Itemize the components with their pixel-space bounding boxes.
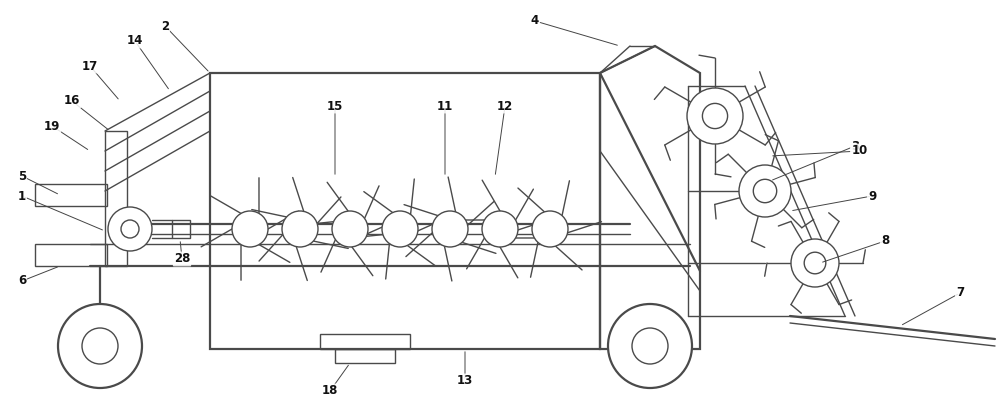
Circle shape <box>804 252 826 274</box>
Text: 8: 8 <box>881 235 889 247</box>
Text: 2: 2 <box>161 20 169 32</box>
Circle shape <box>108 207 152 251</box>
Circle shape <box>82 328 118 364</box>
Text: 15: 15 <box>327 99 343 113</box>
Text: 12: 12 <box>497 99 513 113</box>
Circle shape <box>432 211 468 247</box>
Bar <box>335 349 395 363</box>
Bar <box>105 131 127 266</box>
Circle shape <box>232 211 268 247</box>
Circle shape <box>332 211 368 247</box>
Circle shape <box>532 211 568 247</box>
Circle shape <box>608 304 692 388</box>
Text: 5: 5 <box>18 170 26 182</box>
Circle shape <box>632 328 668 364</box>
Text: 13: 13 <box>457 375 473 387</box>
Circle shape <box>739 165 791 217</box>
Bar <box>35 184 107 206</box>
Circle shape <box>791 239 839 287</box>
Text: 28: 28 <box>174 253 190 265</box>
Text: 14: 14 <box>127 34 143 47</box>
Text: 6: 6 <box>18 275 26 288</box>
Bar <box>320 334 410 349</box>
Circle shape <box>282 211 318 247</box>
Bar <box>172 220 190 238</box>
Circle shape <box>382 211 418 247</box>
Bar <box>210 73 600 349</box>
Circle shape <box>702 103 728 129</box>
Text: 3: 3 <box>851 140 859 152</box>
Circle shape <box>58 304 142 388</box>
Text: 16: 16 <box>64 95 80 107</box>
Text: 4: 4 <box>531 14 539 28</box>
Text: 9: 9 <box>868 190 876 203</box>
Bar <box>35 244 107 266</box>
Text: 7: 7 <box>956 286 964 300</box>
Text: 10: 10 <box>852 144 868 158</box>
Text: 17: 17 <box>82 59 98 73</box>
Text: 19: 19 <box>44 119 60 132</box>
Circle shape <box>687 88 743 144</box>
Circle shape <box>482 211 518 247</box>
Text: 18: 18 <box>322 385 338 397</box>
Circle shape <box>753 179 777 203</box>
Circle shape <box>121 220 139 238</box>
Text: 1: 1 <box>18 190 26 203</box>
Text: 11: 11 <box>437 99 453 113</box>
